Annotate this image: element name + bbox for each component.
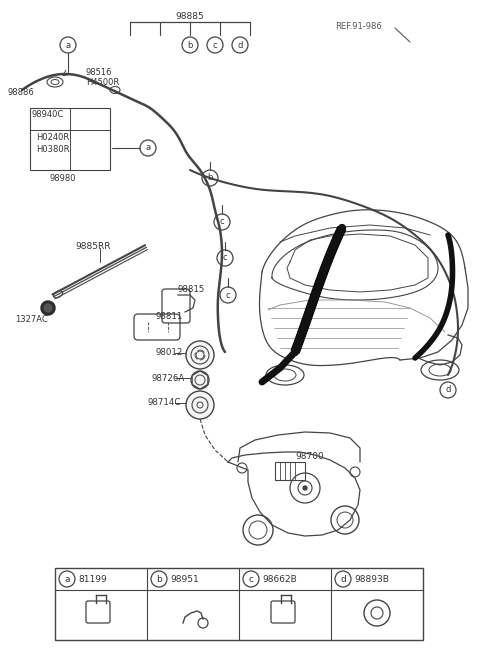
Text: 98012: 98012 — [155, 348, 182, 357]
Text: 98516: 98516 — [85, 68, 111, 77]
Circle shape — [41, 301, 55, 315]
Text: a: a — [145, 143, 151, 153]
Text: 98940C: 98940C — [32, 110, 64, 119]
Text: d: d — [237, 40, 243, 49]
Text: d: d — [340, 574, 346, 583]
Text: 98726A: 98726A — [152, 374, 185, 383]
Circle shape — [186, 341, 214, 369]
Text: c: c — [226, 291, 230, 299]
Text: H0380R: H0380R — [36, 145, 70, 154]
Text: c: c — [213, 40, 217, 49]
Text: 98700: 98700 — [295, 452, 324, 461]
Bar — [30, 108, 110, 170]
Text: d: d — [445, 386, 451, 395]
Text: 98893B: 98893B — [354, 574, 389, 583]
Text: 1327AC: 1327AC — [15, 315, 48, 324]
Circle shape — [303, 486, 307, 490]
Text: c: c — [249, 574, 253, 583]
Text: 98886: 98886 — [8, 88, 35, 97]
Text: b: b — [156, 574, 162, 583]
Text: a: a — [65, 40, 71, 49]
Text: 98815: 98815 — [178, 285, 205, 294]
Circle shape — [191, 371, 209, 389]
Text: c: c — [220, 217, 224, 227]
Circle shape — [44, 304, 52, 312]
Text: H0240R: H0240R — [36, 133, 69, 142]
Text: b: b — [207, 173, 213, 182]
Text: 98662B: 98662B — [262, 574, 297, 583]
Text: 98811: 98811 — [155, 312, 182, 321]
Text: a: a — [64, 574, 70, 583]
Text: 81199: 81199 — [78, 574, 107, 583]
Text: 98714C: 98714C — [148, 398, 181, 407]
Bar — [55, 568, 423, 640]
Bar — [275, 462, 305, 480]
Text: 9885RR: 9885RR — [75, 242, 110, 251]
Text: REF.91-986: REF.91-986 — [335, 22, 382, 31]
Text: 98951: 98951 — [170, 574, 199, 583]
Circle shape — [186, 391, 214, 419]
Text: H4500R: H4500R — [86, 78, 119, 87]
Text: 98980: 98980 — [50, 174, 76, 183]
Text: c: c — [223, 254, 228, 262]
Text: b: b — [187, 40, 192, 49]
Text: 98885: 98885 — [176, 12, 204, 21]
